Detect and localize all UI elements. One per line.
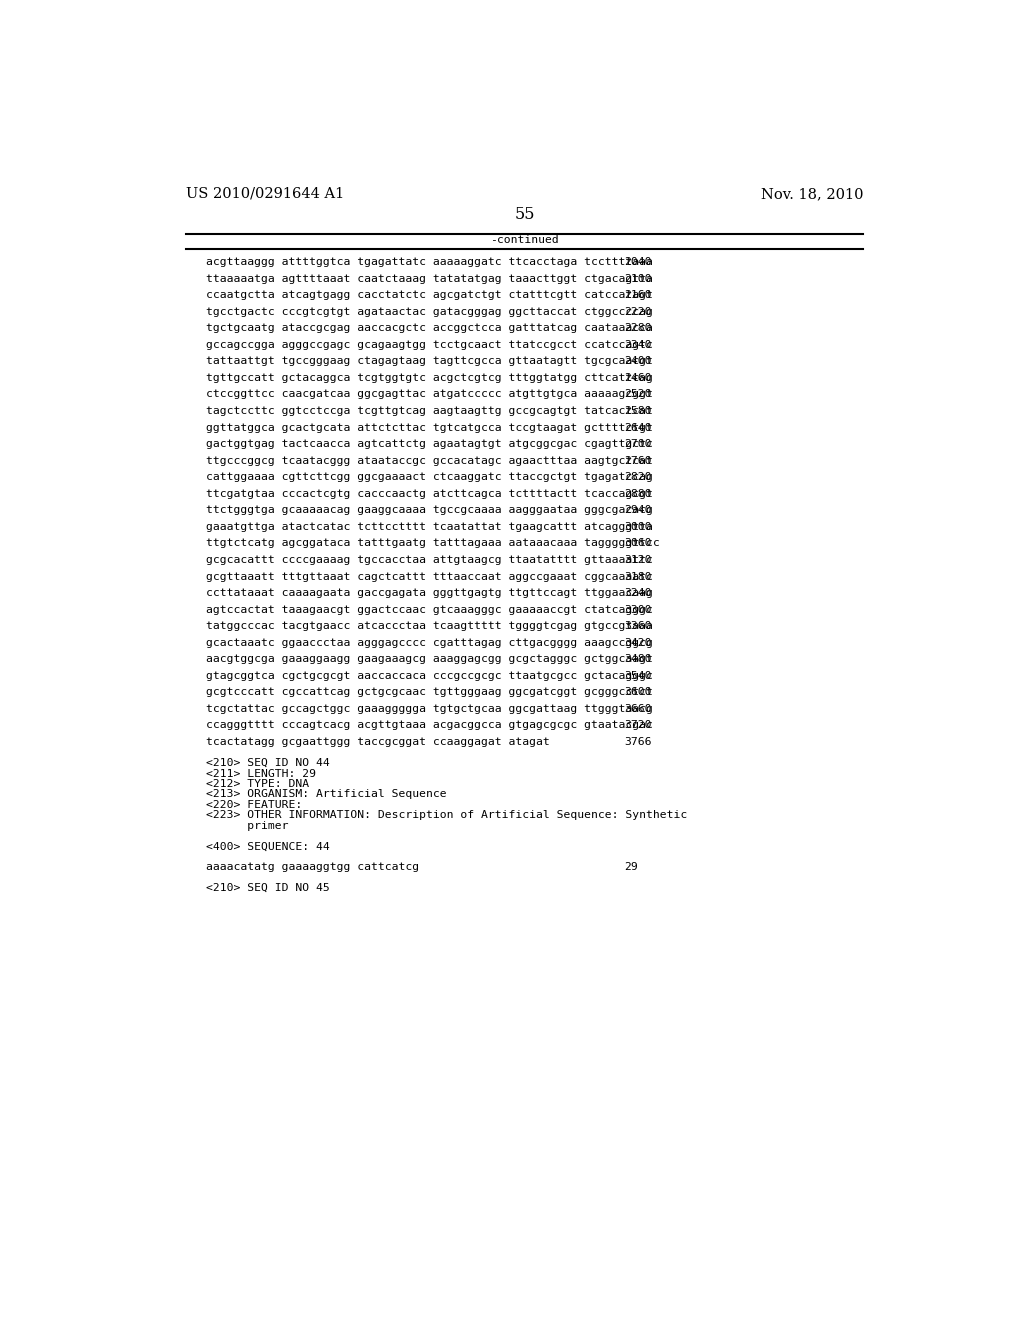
Text: 2100: 2100 (624, 273, 651, 284)
Text: 3540: 3540 (624, 671, 651, 681)
Text: Nov. 18, 2010: Nov. 18, 2010 (761, 187, 863, 201)
Text: -continued: -continued (490, 235, 559, 246)
Text: tatggcccac tacgtgaacc atcaccctaa tcaagttttt tggggtcgag gtgccgtaaa: tatggcccac tacgtgaacc atcaccctaa tcaagtt… (206, 622, 652, 631)
Text: <212> TYPE: DNA: <212> TYPE: DNA (206, 779, 308, 789)
Text: 3360: 3360 (624, 622, 651, 631)
Text: gtagcggtca cgctgcgcgt aaccaccaca cccgccgcgc ttaatgcgcc gctacagggc: gtagcggtca cgctgcgcgt aaccaccaca cccgccg… (206, 671, 652, 681)
Text: 29: 29 (624, 862, 638, 873)
Text: <220> FEATURE:: <220> FEATURE: (206, 800, 302, 809)
Text: <210> SEQ ID NO 44: <210> SEQ ID NO 44 (206, 758, 330, 768)
Text: gcgtcccatt cgccattcag gctgcgcaac tgttgggaag ggcgatcggt gcgggcctct: gcgtcccatt cgccattcag gctgcgcaac tgttggg… (206, 688, 652, 697)
Text: 2220: 2220 (624, 306, 651, 317)
Text: gactggtgag tactcaacca agtcattctg agaatagtgt atgcggcgac cgagttgctc: gactggtgag tactcaacca agtcattctg agaatag… (206, 440, 652, 449)
Text: tagctccttc ggtcctccga tcgttgtcag aagtaagttg gccgcagtgt tatcactcat: tagctccttc ggtcctccga tcgttgtcag aagtaag… (206, 407, 652, 416)
Text: ttgtctcatg agcggataca tatttgaatg tatttagaaa aataaacaaa tagggggttcc: ttgtctcatg agcggataca tatttgaatg tatttag… (206, 539, 659, 548)
Text: gcgcacattt ccccgaaaag tgccacctaa attgtaagcg ttaatatttt gttaaaattc: gcgcacattt ccccgaaaag tgccacctaa attgtaa… (206, 554, 652, 565)
Text: 2700: 2700 (624, 440, 651, 449)
Text: tgcctgactc cccgtcgtgt agataactac gatacgggag ggcttaccat ctggccccag: tgcctgactc cccgtcgtgt agataactac gatacgg… (206, 306, 652, 317)
Text: 2040: 2040 (624, 257, 651, 267)
Text: 3180: 3180 (624, 572, 651, 582)
Text: 2820: 2820 (624, 473, 651, 482)
Text: <223> OTHER INFORMATION: Description of Artificial Sequence: Synthetic: <223> OTHER INFORMATION: Description of … (206, 810, 687, 820)
Text: <210> SEQ ID NO 45: <210> SEQ ID NO 45 (206, 883, 330, 892)
Text: 3000: 3000 (624, 521, 651, 532)
Text: ttaaaaatga agttttaaat caatctaaag tatatatgag taaacttggt ctgacagtta: ttaaaaatga agttttaaat caatctaaag tatatat… (206, 273, 652, 284)
Text: cattggaaaa cgttcttcgg ggcgaaaact ctcaaggatc ttaccgctgt tgagatccag: cattggaaaa cgttcttcgg ggcgaaaact ctcaagg… (206, 473, 652, 482)
Text: 2940: 2940 (624, 506, 651, 515)
Text: 2340: 2340 (624, 339, 651, 350)
Text: ccagggtttt cccagtcacg acgttgtaaa acgacggcca gtgagcgcgc gtaatacgac: ccagggtttt cccagtcacg acgttgtaaa acgacgg… (206, 721, 652, 730)
Text: gccagccgga agggccgagc gcagaagtgg tcctgcaact ttatccgcct ccatccagtc: gccagccgga agggccgagc gcagaagtgg tcctgca… (206, 339, 652, 350)
Text: acgttaaggg attttggtca tgagattatc aaaaaggatc ttcacctaga tccttttaaa: acgttaaggg attttggtca tgagattatc aaaaagg… (206, 257, 652, 267)
Text: 3300: 3300 (624, 605, 651, 615)
Text: 2160: 2160 (624, 290, 651, 300)
Text: 2280: 2280 (624, 323, 651, 333)
Text: 3420: 3420 (624, 638, 651, 648)
Text: ctccggttcc caacgatcaa ggcgagttac atgatccccc atgttgtgca aaaaagcggt: ctccggttcc caacgatcaa ggcgagttac atgatcc… (206, 389, 652, 400)
Text: ttctgggtga gcaaaaacag gaaggcaaaa tgccgcaaaa aagggaataa gggcgacacg: ttctgggtga gcaaaaacag gaaggcaaaa tgccgca… (206, 506, 652, 515)
Text: 3240: 3240 (624, 589, 651, 598)
Text: ttcgatgtaa cccactcgtg cacccaactg atcttcagca tcttttactt tcaccagcgt: ttcgatgtaa cccactcgtg cacccaactg atcttca… (206, 488, 652, 499)
Text: <400> SEQUENCE: 44: <400> SEQUENCE: 44 (206, 841, 330, 851)
Text: 2580: 2580 (624, 407, 651, 416)
Text: 2640: 2640 (624, 422, 651, 433)
Text: gcgttaaatt tttgttaaat cagctcattt tttaaccaat aggccgaaat cggcaaaatc: gcgttaaatt tttgttaaat cagctcattt tttaacc… (206, 572, 652, 582)
Text: 3720: 3720 (624, 721, 651, 730)
Text: 3480: 3480 (624, 655, 651, 664)
Text: ggttatggca gcactgcata attctcttac tgtcatgcca tccgtaagat gcttttctgt: ggttatggca gcactgcata attctcttac tgtcatg… (206, 422, 652, 433)
Text: tgctgcaatg ataccgcgag aaccacgctc accggctcca gatttatcag caataaacca: tgctgcaatg ataccgcgag aaccacgctc accggct… (206, 323, 652, 333)
Text: 2520: 2520 (624, 389, 651, 400)
Text: gcactaaatc ggaaccctaa agggagcccc cgatttagag cttgacgggg aaagccggcg: gcactaaatc ggaaccctaa agggagcccc cgattta… (206, 638, 652, 648)
Text: US 2010/0291644 A1: US 2010/0291644 A1 (186, 187, 344, 201)
Text: tcactatagg gcgaattggg taccgcggat ccaaggagat atagat: tcactatagg gcgaattggg taccgcggat ccaagga… (206, 737, 549, 747)
Text: primer: primer (206, 821, 288, 830)
Text: 3120: 3120 (624, 554, 651, 565)
Text: 3660: 3660 (624, 704, 651, 714)
Text: tgttgccatt gctacaggca tcgtggtgtc acgctcgtcg tttggtatgg cttcattcag: tgttgccatt gctacaggca tcgtggtgtc acgctcg… (206, 372, 652, 383)
Text: ccttataaat caaaagaata gaccgagata gggttgagtg ttgttccagt ttggaacaag: ccttataaat caaaagaata gaccgagata gggttga… (206, 589, 652, 598)
Text: 2460: 2460 (624, 372, 651, 383)
Text: 55: 55 (514, 206, 536, 223)
Text: agtccactat taaagaacgt ggactccaac gtcaaagggc gaaaaaccgt ctatcagggc: agtccactat taaagaacgt ggactccaac gtcaaag… (206, 605, 652, 615)
Text: aaaacatatg gaaaaggtgg cattcatcg: aaaacatatg gaaaaggtgg cattcatcg (206, 862, 419, 873)
Text: 2880: 2880 (624, 488, 651, 499)
Text: 2760: 2760 (624, 455, 651, 466)
Text: ccaatgctta atcagtgagg cacctatctc agcgatctgt ctatttcgtt catccatagt: ccaatgctta atcagtgagg cacctatctc agcgatc… (206, 290, 652, 300)
Text: 3766: 3766 (624, 737, 651, 747)
Text: 3600: 3600 (624, 688, 651, 697)
Text: tattaattgt tgccgggaag ctagagtaag tagttcgcca gttaatagtt tgcgcaacgt: tattaattgt tgccgggaag ctagagtaag tagttcg… (206, 356, 652, 366)
Text: 3060: 3060 (624, 539, 651, 548)
Text: aacgtggcga gaaaggaagg gaagaaagcg aaaggagcgg gcgctagggc gctggcaagt: aacgtggcga gaaaggaagg gaagaaagcg aaaggag… (206, 655, 652, 664)
Text: <213> ORGANISM: Artificial Sequence: <213> ORGANISM: Artificial Sequence (206, 789, 446, 800)
Text: <211> LENGTH: 29: <211> LENGTH: 29 (206, 768, 315, 779)
Text: 2400: 2400 (624, 356, 651, 366)
Text: ttgcccggcg tcaatacggg ataataccgc gccacatagc agaactttaa aagtgctcat: ttgcccggcg tcaatacggg ataataccgc gccacat… (206, 455, 652, 466)
Text: tcgctattac gccagctggc gaaaggggga tgtgctgcaa ggcgattaag ttgggtaacg: tcgctattac gccagctggc gaaaggggga tgtgctg… (206, 704, 652, 714)
Text: gaaatgttga atactcatac tcttcctttt tcaatattat tgaagcattt atcagggtta: gaaatgttga atactcatac tcttcctttt tcaatat… (206, 521, 652, 532)
